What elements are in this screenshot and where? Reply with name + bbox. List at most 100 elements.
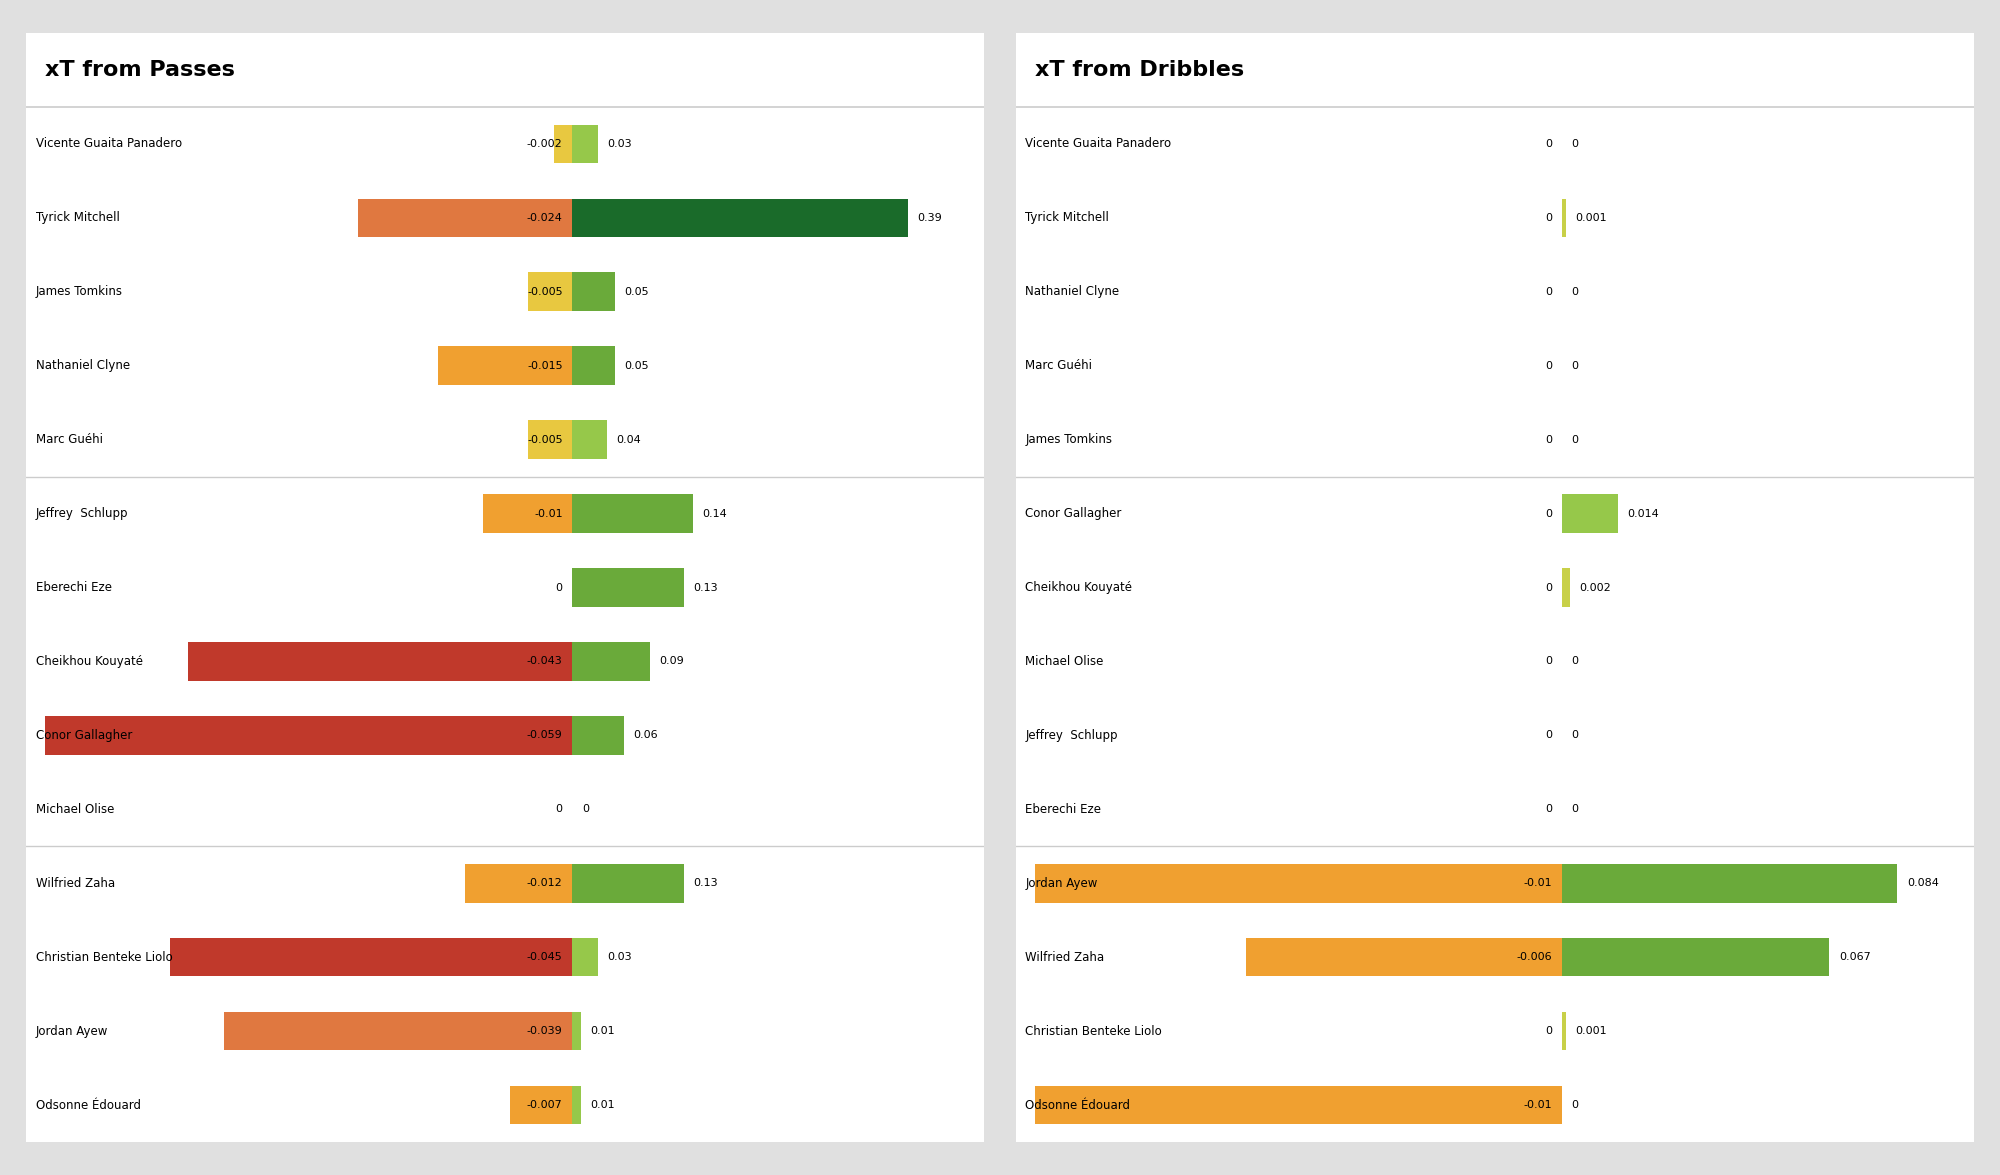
Bar bbox=[188, 643, 572, 680]
Text: 0.04: 0.04 bbox=[616, 435, 640, 444]
Text: Wilfried Zaha: Wilfried Zaha bbox=[1026, 951, 1104, 963]
Bar bbox=[572, 199, 908, 237]
Bar bbox=[572, 864, 684, 902]
Bar bbox=[1246, 938, 1562, 976]
Bar bbox=[572, 643, 650, 680]
Bar bbox=[1562, 199, 1566, 237]
Text: Jordan Ayew: Jordan Ayew bbox=[36, 1025, 108, 1038]
Text: 0.014: 0.014 bbox=[1628, 509, 1660, 518]
Text: 0: 0 bbox=[1546, 1026, 1552, 1036]
Text: Nathaniel Clyne: Nathaniel Clyne bbox=[1026, 286, 1120, 298]
Text: Christian Benteke Liolo: Christian Benteke Liolo bbox=[36, 951, 172, 963]
Text: -0.01: -0.01 bbox=[1524, 878, 1552, 888]
Text: Vicente Guaita Panadero: Vicente Guaita Panadero bbox=[36, 137, 182, 150]
Bar bbox=[170, 938, 572, 976]
Text: Odsonne Édouard: Odsonne Édouard bbox=[1026, 1099, 1130, 1112]
Text: 0: 0 bbox=[1572, 657, 1578, 666]
Text: 0: 0 bbox=[1572, 435, 1578, 444]
Bar bbox=[1034, 1086, 1562, 1124]
Text: 0: 0 bbox=[1572, 805, 1578, 814]
Bar bbox=[46, 717, 572, 754]
Text: 0: 0 bbox=[1546, 361, 1552, 370]
Text: Wilfried Zaha: Wilfried Zaha bbox=[36, 877, 114, 889]
Text: -0.045: -0.045 bbox=[526, 952, 562, 962]
Bar bbox=[572, 1012, 580, 1050]
Bar bbox=[224, 1012, 572, 1050]
Text: Nathaniel Clyne: Nathaniel Clyne bbox=[36, 360, 130, 372]
Bar bbox=[1562, 495, 1618, 532]
Bar bbox=[1034, 864, 1562, 902]
Text: 0: 0 bbox=[1572, 139, 1578, 149]
Text: Jeffrey  Schlupp: Jeffrey Schlupp bbox=[36, 508, 128, 521]
Text: 0: 0 bbox=[1572, 731, 1578, 740]
Text: 0.06: 0.06 bbox=[634, 731, 658, 740]
Bar bbox=[572, 1086, 580, 1124]
Text: Cheikhou Kouyaté: Cheikhou Kouyaté bbox=[36, 654, 142, 667]
Bar bbox=[572, 347, 616, 385]
Bar bbox=[464, 864, 572, 902]
Text: 0.001: 0.001 bbox=[1576, 213, 1608, 223]
Text: -0.006: -0.006 bbox=[1516, 952, 1552, 962]
Text: Vicente Guaita Panadero: Vicente Guaita Panadero bbox=[1026, 137, 1172, 150]
Bar bbox=[554, 125, 572, 163]
Text: 0.084: 0.084 bbox=[1906, 878, 1938, 888]
Text: Michael Olise: Michael Olise bbox=[36, 803, 114, 815]
Bar bbox=[572, 569, 684, 606]
Text: -0.007: -0.007 bbox=[526, 1100, 562, 1110]
Text: 0.01: 0.01 bbox=[590, 1026, 614, 1036]
Text: 0: 0 bbox=[1546, 583, 1552, 592]
Text: 0: 0 bbox=[1546, 731, 1552, 740]
Text: Tyrick Mitchell: Tyrick Mitchell bbox=[1026, 212, 1110, 224]
Text: 0.01: 0.01 bbox=[590, 1100, 614, 1110]
Text: 0.39: 0.39 bbox=[918, 213, 942, 223]
Text: -0.039: -0.039 bbox=[526, 1026, 562, 1036]
Text: 0: 0 bbox=[1572, 361, 1578, 370]
Text: 0.03: 0.03 bbox=[608, 952, 632, 962]
Bar bbox=[572, 273, 616, 311]
Bar bbox=[572, 938, 598, 976]
Text: Conor Gallagher: Conor Gallagher bbox=[36, 728, 132, 741]
Text: -0.005: -0.005 bbox=[526, 287, 562, 297]
Text: 0.001: 0.001 bbox=[1576, 1026, 1608, 1036]
Bar bbox=[572, 717, 624, 754]
Text: -0.012: -0.012 bbox=[526, 878, 562, 888]
Text: xT from Dribbles: xT from Dribbles bbox=[1034, 60, 1244, 80]
Bar bbox=[572, 125, 598, 163]
Text: Odsonne Édouard: Odsonne Édouard bbox=[36, 1099, 140, 1112]
Text: -0.043: -0.043 bbox=[526, 657, 562, 666]
Text: James Tomkins: James Tomkins bbox=[1026, 434, 1112, 446]
Text: 0: 0 bbox=[1572, 1100, 1578, 1110]
Bar bbox=[438, 347, 572, 385]
Bar bbox=[1562, 938, 1830, 976]
Text: xT from Passes: xT from Passes bbox=[46, 60, 236, 80]
Text: -0.059: -0.059 bbox=[526, 731, 562, 740]
Text: -0.024: -0.024 bbox=[526, 213, 562, 223]
Text: 0.002: 0.002 bbox=[1580, 583, 1612, 592]
Text: 0: 0 bbox=[1572, 287, 1578, 297]
Text: 0.03: 0.03 bbox=[608, 139, 632, 149]
Text: 0.09: 0.09 bbox=[660, 657, 684, 666]
Text: 0: 0 bbox=[1546, 139, 1552, 149]
Text: 0.05: 0.05 bbox=[624, 361, 650, 370]
Bar bbox=[510, 1086, 572, 1124]
Text: Tyrick Mitchell: Tyrick Mitchell bbox=[36, 212, 120, 224]
Text: 0: 0 bbox=[1546, 805, 1552, 814]
Text: Christian Benteke Liolo: Christian Benteke Liolo bbox=[1026, 1025, 1162, 1038]
Text: -0.005: -0.005 bbox=[526, 435, 562, 444]
Text: Cheikhou Kouyaté: Cheikhou Kouyaté bbox=[1026, 580, 1132, 595]
Bar bbox=[528, 421, 572, 458]
Text: Eberechi Eze: Eberechi Eze bbox=[36, 580, 112, 595]
Text: Marc Guéhi: Marc Guéhi bbox=[36, 434, 102, 446]
Text: 0.14: 0.14 bbox=[702, 509, 726, 518]
Text: 0.067: 0.067 bbox=[1840, 952, 1870, 962]
Text: 0.13: 0.13 bbox=[694, 878, 718, 888]
Text: 0.13: 0.13 bbox=[694, 583, 718, 592]
Bar bbox=[1562, 569, 1570, 606]
Text: Marc Guéhi: Marc Guéhi bbox=[1026, 360, 1092, 372]
Text: 0: 0 bbox=[556, 805, 562, 814]
Text: 0: 0 bbox=[1546, 657, 1552, 666]
Bar bbox=[482, 495, 572, 532]
Bar bbox=[572, 421, 606, 458]
Text: 0: 0 bbox=[1546, 287, 1552, 297]
Text: Jordan Ayew: Jordan Ayew bbox=[1026, 877, 1098, 889]
